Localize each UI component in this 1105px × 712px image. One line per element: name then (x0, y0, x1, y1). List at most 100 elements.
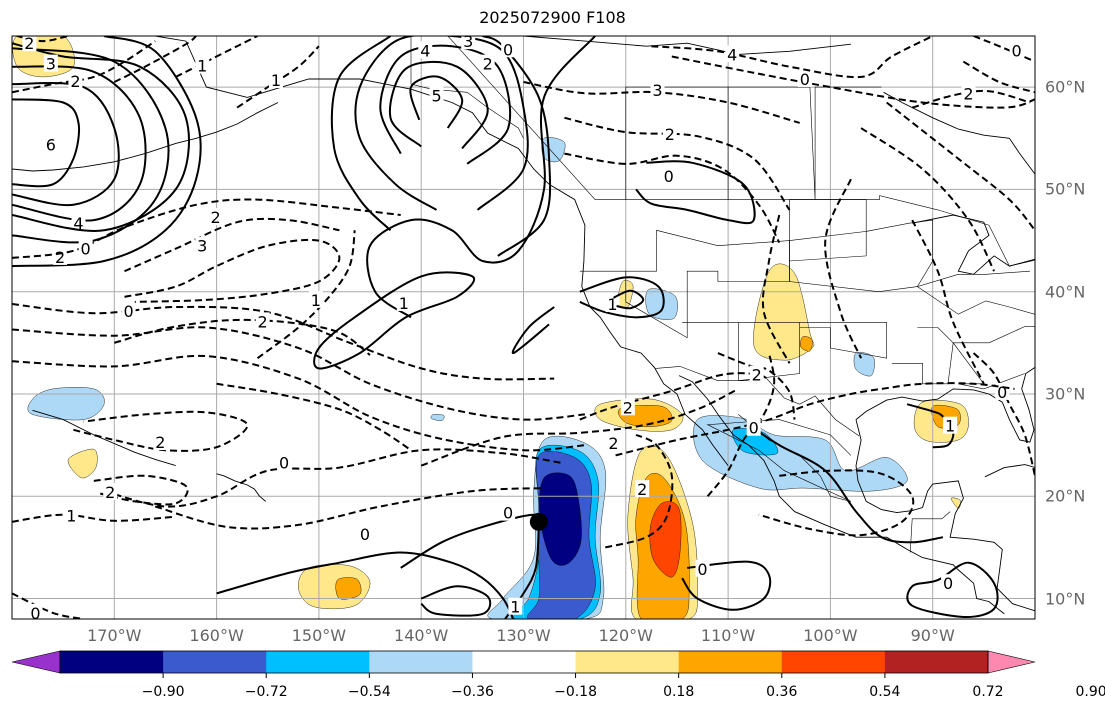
contour-solid (579, 276, 665, 319)
contour-label: 4 (727, 45, 737, 64)
coastline-nw-hawaiian-islands (32, 409, 176, 467)
contour-label: 2 (155, 433, 165, 452)
contour-label-bg (396, 293, 411, 311)
location-marker (529, 512, 548, 531)
lon-label: 150°W (291, 626, 347, 645)
lon-label: 110°W (700, 626, 756, 645)
colorbar-tick-label: 0.18 (663, 684, 695, 700)
contour-dashed (12, 40, 156, 94)
contour-label-bg (418, 41, 433, 59)
contour-label-bg (68, 72, 83, 90)
map-title: 2025072900 F108 (479, 8, 626, 27)
contour-label: 0 (81, 240, 91, 259)
contour-dashed (615, 382, 1015, 457)
contour-label: 2 (623, 398, 633, 417)
contour-dashed (420, 388, 739, 467)
contour-label-bg (501, 40, 516, 58)
colorbar-tick-label: −0.90 (141, 684, 185, 700)
contour-dashed (154, 487, 545, 530)
colorbar-tick-label: −0.36 (450, 684, 494, 700)
contour-dashed (717, 352, 796, 420)
lon-label: 140°W (394, 626, 449, 645)
contour-label-bg (195, 236, 210, 254)
contour-label: 1 (197, 57, 207, 76)
contour-solid (388, 60, 489, 150)
border-us-states-west (579, 229, 790, 339)
contour-solid (635, 160, 756, 225)
contour-label: 1 (945, 417, 955, 436)
contour-label-bg (64, 506, 79, 524)
shading-pos-hawaii (67, 448, 98, 479)
marker-layer (529, 512, 548, 531)
contour-dashed (12, 592, 84, 619)
colorbar-segment (781, 651, 886, 673)
contour-solid (216, 551, 515, 619)
contour-label: 4 (420, 41, 430, 60)
contour-dashed (93, 474, 189, 506)
contour-dashed (236, 45, 320, 109)
contour-dashed (886, 101, 1035, 231)
shading-neg-small (430, 414, 445, 421)
contour-solid (366, 36, 596, 319)
contour-dashed (564, 152, 781, 244)
contour-dashed (911, 219, 985, 385)
contour-label-bg (943, 416, 958, 434)
contour-label-bg (635, 480, 650, 498)
contour-label-bg (620, 398, 635, 416)
contour-label-bg (605, 294, 620, 312)
contour-solid (12, 36, 202, 268)
lon-label: 120°W (598, 626, 653, 645)
contour-label: 0 (30, 604, 40, 623)
lat-label: 50°N (1045, 179, 1086, 199)
contour-label: 0 (697, 560, 707, 579)
contour-solid (330, 36, 392, 232)
contour-label: 0 (997, 383, 1007, 402)
contour-label: 1 (510, 598, 520, 617)
lat-label: 40°N (1045, 282, 1086, 302)
colorbar-segment (575, 651, 680, 673)
contour-label-bg (429, 86, 444, 104)
contour-dashed (12, 198, 401, 259)
contour-solid (409, 75, 464, 129)
contour-dashed (973, 36, 1035, 63)
lon-label: 90°W (910, 626, 955, 645)
contour-label: 0 (360, 525, 370, 544)
lat-label: 60°N (1045, 77, 1086, 97)
contour-dashed (860, 127, 995, 272)
contour-label-bg (725, 45, 740, 63)
contour-label-bg (78, 239, 93, 257)
contour-dashed (113, 36, 197, 83)
colorbar-segment (163, 651, 267, 673)
colorbar-tick-label: 0.36 (766, 684, 798, 700)
lon-label: 160°W (189, 626, 244, 645)
contour-label: 4 (73, 214, 83, 233)
contour-solid (906, 561, 999, 619)
shading-pos-nm (753, 263, 815, 361)
contour-label: 2 (483, 55, 493, 74)
coastline-cuba (984, 464, 1035, 478)
colorbar-tick-label: 0.90 (1075, 684, 1105, 700)
contour-dashed (256, 230, 356, 360)
contour-label-bg (650, 81, 665, 99)
coastline-gulf-of-california-east (678, 375, 1005, 615)
contour-label: 0 (279, 454, 289, 473)
contour-dashed (12, 326, 585, 421)
contour-solid (12, 42, 190, 232)
shading-orange-south-blob (335, 577, 362, 600)
contour-label: 3 (652, 81, 662, 100)
contour-dashed (175, 36, 258, 78)
contour-label: 6 (46, 135, 56, 154)
colorbar-segment (884, 651, 989, 673)
contour-solid (354, 36, 529, 211)
contour-solid (681, 560, 772, 611)
contour-label: 0 (124, 302, 134, 321)
contour-label-bg (71, 214, 86, 232)
contour-solid (12, 98, 81, 188)
colorbar-tick-label: −0.54 (347, 684, 391, 700)
border-us-states-southeast (891, 342, 1025, 390)
contour-label-bg (1009, 41, 1024, 59)
graticule (12, 36, 1035, 619)
contour-label-bg (308, 290, 323, 308)
border-us-states-south (682, 322, 888, 382)
contour-label-bg (661, 167, 676, 185)
